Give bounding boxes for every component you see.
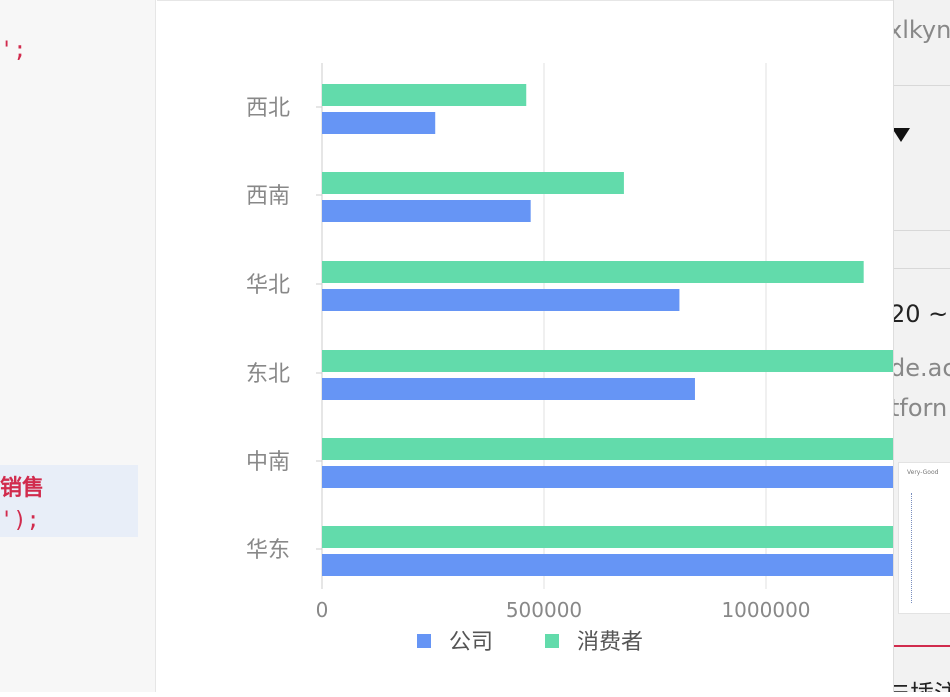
bar-consumer bbox=[322, 526, 950, 548]
right-pane-text: 20 ~ bbox=[893, 300, 949, 328]
code-text: '; bbox=[0, 38, 27, 63]
y-tick-label: 东北 bbox=[246, 362, 290, 387]
code-line: 销售 bbox=[0, 470, 44, 502]
thumbnail-plot bbox=[911, 493, 932, 603]
bar-company bbox=[322, 200, 531, 222]
legend-label: 消费者 bbox=[577, 630, 643, 655]
bar-consumer bbox=[322, 438, 950, 460]
y-tick-label: 华北 bbox=[246, 273, 290, 298]
legend-swatch bbox=[417, 634, 431, 648]
bar-consumer bbox=[322, 172, 624, 194]
bar-consumer bbox=[322, 261, 864, 283]
y-tick-label: 西北 bbox=[246, 96, 290, 121]
dropdown-triangle-icon[interactable] bbox=[894, 128, 910, 142]
bar-company bbox=[322, 554, 950, 576]
divider bbox=[894, 85, 950, 86]
chart-card: 0500000100000015000002000000西北西南华北东北中南华东… bbox=[157, 0, 950, 693]
x-tick-label: 1000000 bbox=[721, 598, 810, 622]
right-pane-text: xlkyn bbox=[893, 16, 950, 44]
thumbnail-image[interactable]: Very-Good bbox=[898, 462, 950, 614]
code-line: '; bbox=[0, 38, 27, 63]
bar-consumer bbox=[322, 84, 527, 106]
thumbnail-label: Very-Good bbox=[907, 469, 939, 476]
y-tick-label: 华东 bbox=[246, 538, 290, 563]
code-highlight bbox=[0, 465, 138, 537]
code-editor-pane: '; 销售 '); bbox=[0, 0, 156, 692]
legend-swatch bbox=[545, 634, 559, 648]
divider bbox=[894, 268, 950, 269]
y-tick-label: 中南 bbox=[246, 450, 290, 475]
bar-company bbox=[322, 466, 917, 488]
x-tick-label: 500000 bbox=[506, 598, 582, 622]
code-line: '); bbox=[0, 508, 40, 533]
right-pane-text: de.ac bbox=[893, 354, 950, 382]
y-tick-label: 西南 bbox=[246, 184, 290, 209]
code-text: 销售 bbox=[0, 476, 45, 501]
bar-company bbox=[322, 112, 436, 134]
divider bbox=[894, 645, 950, 647]
bar-chart: 0500000100000015000002000000西北西南华北东北中南华东… bbox=[246, 63, 950, 655]
code-text: '); bbox=[0, 508, 40, 533]
legend-label: 公司 bbox=[449, 630, 493, 655]
bar-company bbox=[322, 378, 695, 400]
right-pane-text: tforn bbox=[893, 394, 948, 422]
divider bbox=[894, 230, 950, 231]
right-pane-text: 与插注 bbox=[894, 674, 950, 692]
x-tick-label: 0 bbox=[316, 598, 329, 622]
bar-company bbox=[322, 289, 680, 311]
right-side-pane: xlkyn 20 ~ de.ac tforn Very-Good 与插注 bbox=[893, 0, 950, 692]
bar-consumer bbox=[322, 350, 911, 372]
